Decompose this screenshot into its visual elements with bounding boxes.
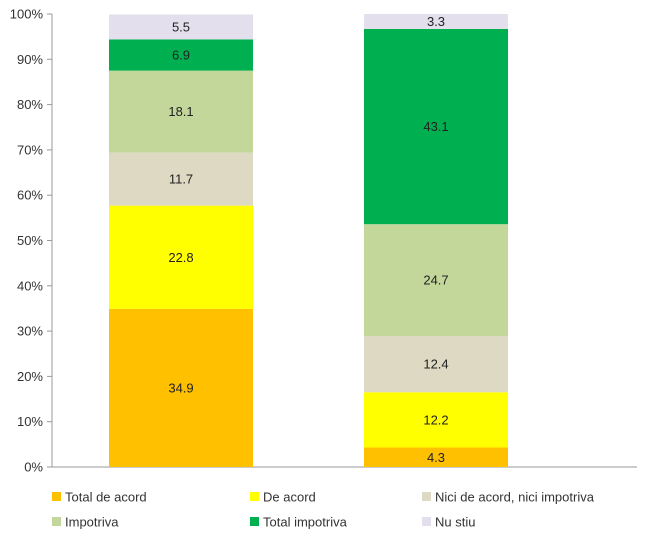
data-label: 24.7: [423, 273, 448, 288]
y-tick-label: 80%: [17, 97, 43, 112]
data-label: 11.7: [169, 172, 193, 187]
legend-swatch: [422, 492, 431, 501]
data-label: 12.4: [423, 357, 448, 372]
bar-segment: [109, 152, 253, 206]
y-tick-label: 30%: [17, 324, 43, 339]
legend-label: Total impotriva: [263, 515, 348, 530]
bar-segment: [364, 336, 508, 393]
legend: Total de acord De acord Nici de acord, nic…: [52, 490, 595, 530]
data-label: 5.5: [172, 19, 190, 34]
y-tick-label: 50%: [17, 233, 43, 248]
bars-layer: [109, 14, 508, 467]
legend-label: Nu stiu: [435, 515, 475, 530]
y-tick-label: 100%: [10, 7, 44, 22]
data-label: 12.2: [423, 412, 448, 427]
legend-label: De acord: [263, 490, 316, 505]
y-tick-label: 60%: [17, 188, 43, 203]
legend-swatch: [250, 492, 259, 501]
legend-swatch: [52, 492, 61, 501]
y-tick-label: 10%: [17, 414, 43, 429]
bar-segment: [364, 224, 508, 337]
bar-segment: [364, 14, 508, 29]
data-label: 43.1: [423, 119, 448, 134]
data-label: 3.3: [427, 14, 445, 29]
y-tick-label: 70%: [17, 142, 43, 157]
bar-segment: [109, 205, 253, 309]
data-label: 22.8: [168, 250, 193, 265]
data-label: 6.9: [172, 47, 190, 62]
bar-segment: [109, 308, 253, 467]
legend-label: Nici de acord, nici impotriva: [435, 490, 595, 505]
legend-swatch: [52, 517, 61, 526]
y-tick-label: 40%: [17, 278, 43, 293]
legend-label: Total de acord: [65, 490, 147, 505]
data-label: 4.3: [427, 450, 445, 465]
data-label: 18.1: [168, 104, 193, 119]
y-tick-label: 20%: [17, 369, 43, 384]
legend-swatch: [422, 517, 431, 526]
bar-segment: [364, 28, 508, 225]
bar-segment: [109, 14, 253, 40]
legend-swatch: [250, 517, 259, 526]
axis-layer: 0% 10% 20% 30% 40% 50% 60% 70% 80% 90% 100%: [10, 7, 637, 475]
bar-segment: [109, 70, 253, 153]
bar-segment: [364, 392, 508, 448]
bar-segment: [109, 39, 253, 71]
y-tick-label: 0%: [24, 460, 43, 475]
bar-segment: [364, 447, 508, 467]
data-labels-layer: 34.9 22.8 11.7 18.1 6.9 5.5 4.3 12.2 12.4 24.7 43.…: [168, 14, 448, 465]
legend-label: Impotriva: [65, 515, 119, 530]
y-tick-label: 90%: [17, 52, 43, 67]
data-label: 34.9: [168, 380, 193, 395]
